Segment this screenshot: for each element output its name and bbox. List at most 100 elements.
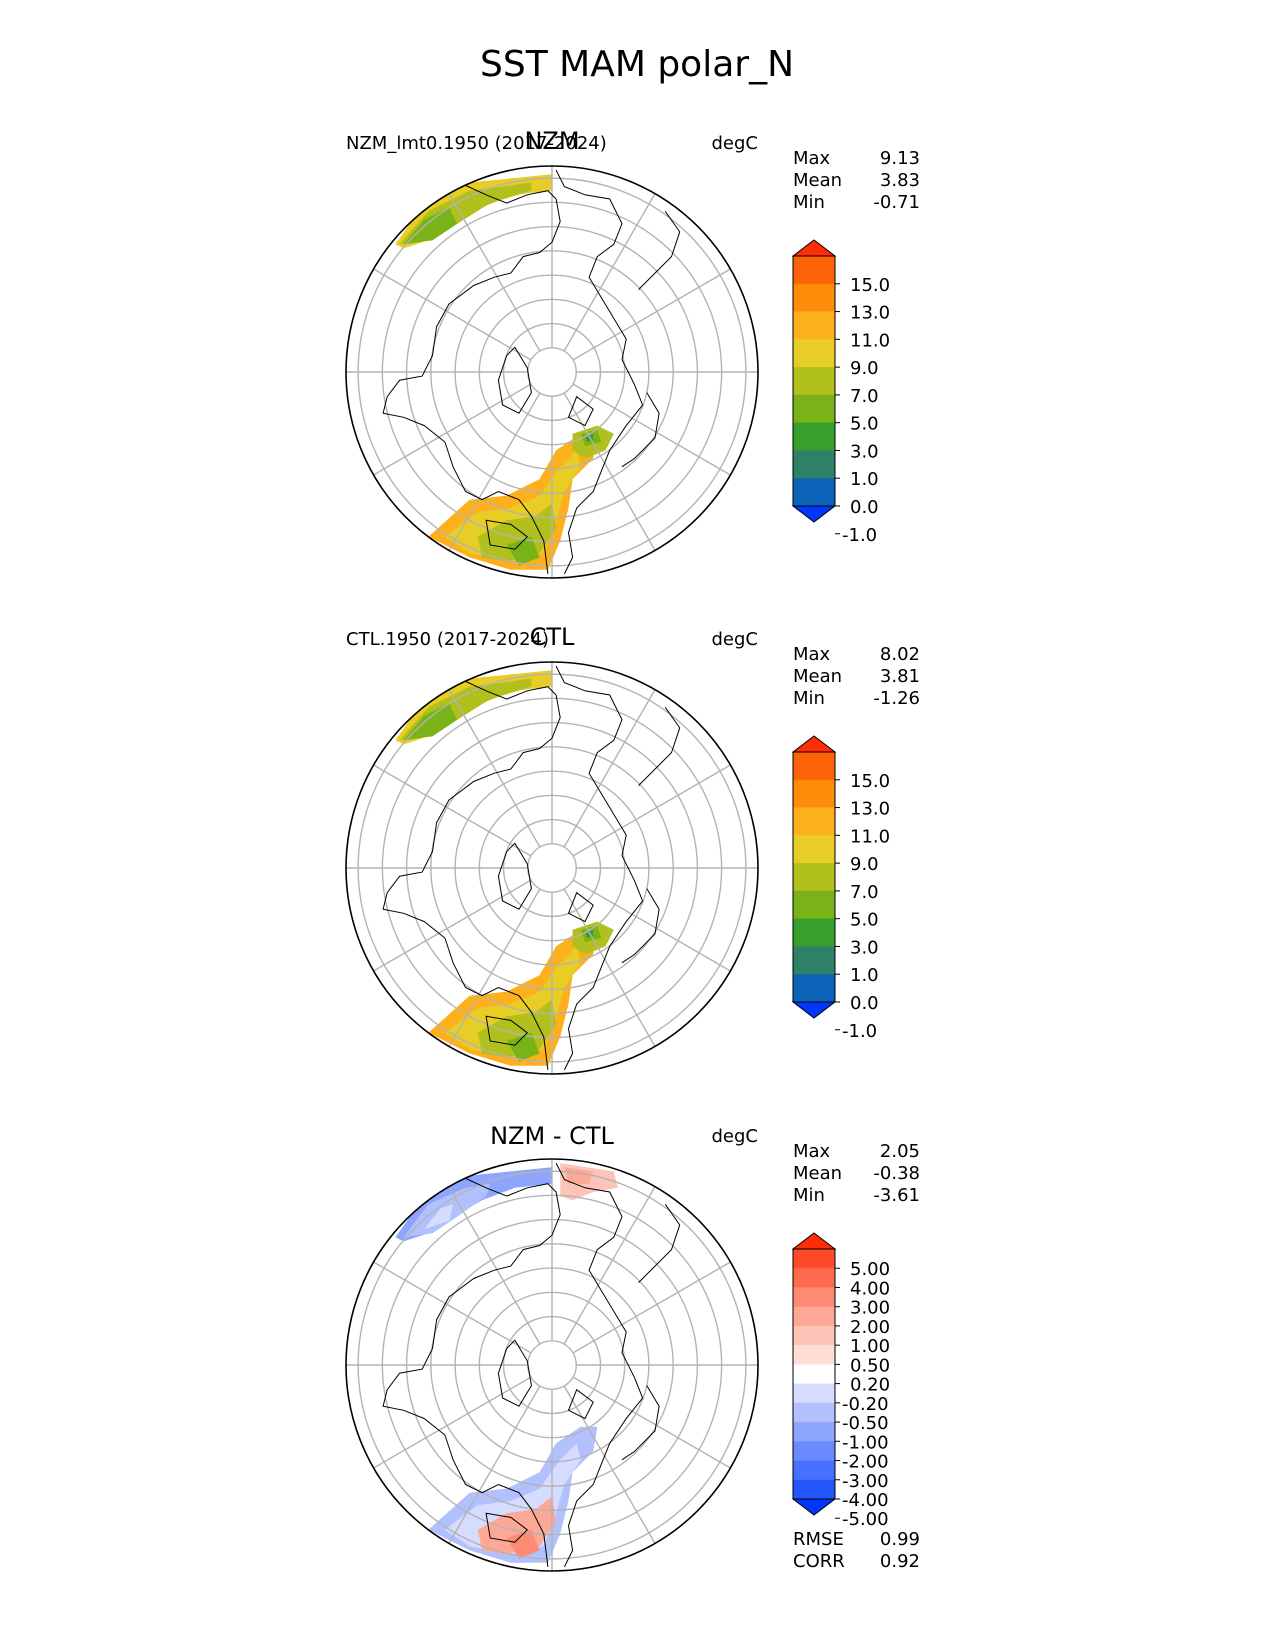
colorbar-tick-label: 7.0	[850, 386, 879, 407]
coastline	[567, 395, 594, 427]
data-region-north-pacific	[403, 703, 458, 741]
colorbar-segment	[793, 918, 835, 947]
longitude-line	[563, 889, 656, 1047]
coastline	[621, 888, 660, 964]
colorbar: 5.004.003.002.001.000.500.20-0.20-0.50-1…	[791, 1232, 890, 1530]
colorbar-tick-label: 4.00	[850, 1278, 890, 1299]
coastline	[567, 1388, 594, 1420]
longitude-line	[563, 1386, 656, 1544]
colorbar-tick-label: -2.00	[842, 1452, 889, 1473]
longitude-line	[563, 689, 656, 847]
stat-label: Max	[793, 148, 831, 169]
longitude-line	[373, 879, 531, 972]
colorbar-segment	[793, 1345, 835, 1365]
colorbar-segment	[793, 1325, 835, 1346]
colorbar: 15.0 13.0 11.0 9.0 7.0 5.0 3.0 1.0 0.0 -1.0	[791, 735, 890, 1042]
coastline	[485, 1015, 529, 1046]
longitude-line	[448, 193, 541, 351]
stat-value: -0.71	[873, 192, 920, 213]
longitude-line	[373, 764, 531, 857]
colorbar-segment	[793, 1441, 835, 1462]
panel-title: CTL	[530, 623, 575, 651]
stat-label: Min	[793, 192, 825, 213]
colorbar-tick-label: -1.0	[842, 525, 877, 546]
longitude-line	[373, 268, 531, 361]
stat-value: -3.61	[873, 1185, 920, 1206]
metric-value: 0.99	[880, 1529, 920, 1550]
longitude-line	[573, 1376, 731, 1469]
colorbar-extend-bottom	[791, 505, 837, 523]
colorbar-tick-label: 0.0	[850, 497, 879, 518]
colorbar-segment	[793, 1383, 835, 1404]
map-area	[346, 166, 758, 578]
longitude-line	[448, 393, 541, 551]
colorbar-extend-top	[791, 1232, 837, 1250]
data-region-north-pacific-west	[424, 1204, 454, 1229]
panel-title: NZM	[524, 127, 579, 155]
data-region-north-atlantic	[506, 1032, 540, 1062]
colorbar-segment	[793, 974, 835, 1003]
colorbar-segment	[793, 450, 835, 479]
colorbar-tick-label: 1.0	[850, 469, 879, 490]
colorbar-tick-label: -3.00	[842, 1471, 889, 1492]
colorbar-tick-label: 5.0	[850, 910, 879, 931]
coastline	[497, 1339, 532, 1407]
longitude-line	[373, 383, 531, 476]
colorbar-segment	[793, 1460, 835, 1481]
longitude-line	[448, 889, 541, 1047]
colorbar-tick-label: 2.00	[850, 1317, 890, 1338]
colorbar-tick-label: -0.50	[842, 1413, 889, 1434]
longitude-line	[573, 268, 731, 361]
colorbar-segment	[793, 1479, 835, 1500]
colorbar-tick-label: -1.00	[842, 1432, 889, 1453]
colorbar-segment	[793, 807, 835, 836]
colorbar-tick-label: 0.50	[850, 1355, 890, 1376]
longitude-line	[448, 689, 541, 847]
colorbar-tick-label: -1.0	[842, 1021, 877, 1042]
coastline	[382, 182, 561, 574]
map-area	[346, 662, 758, 1074]
longitude-line	[448, 1186, 541, 1344]
data-region-north-atlantic	[477, 999, 557, 1058]
colorbar-segment	[793, 394, 835, 424]
coastline	[555, 1162, 644, 1568]
colorbar-segment	[793, 863, 835, 892]
colorbar-tick-label: 9.0	[850, 358, 879, 379]
stat-label: Max	[793, 644, 831, 665]
colorbar-tick-label: 3.00	[850, 1298, 890, 1319]
coastline	[621, 392, 660, 468]
coastline	[638, 211, 681, 290]
colorbar-frame	[792, 255, 836, 507]
map-boundary	[345, 1158, 759, 1572]
stat-value: 9.13	[880, 148, 920, 169]
colorbar-extend-bottom	[791, 1498, 837, 1516]
colorbar-tick-label: 13.0	[850, 799, 890, 820]
colorbar-segment	[793, 1422, 835, 1442]
metric-label: CORR	[793, 1551, 845, 1572]
map-boundary	[345, 165, 759, 579]
coastline	[638, 1204, 681, 1283]
panel-units: degC	[712, 1126, 759, 1147]
longitude-line	[373, 1376, 531, 1469]
data-region-north-pacific-east	[564, 1167, 594, 1184]
colorbar-frame	[792, 1248, 836, 1500]
colorbar-segment	[793, 1249, 835, 1269]
coastline	[497, 842, 532, 910]
stat-label: Mean	[793, 170, 842, 191]
colorbar-tick-label: -5.00	[842, 1509, 889, 1530]
stat-label: Mean	[793, 666, 842, 687]
colorbar-segment	[793, 890, 835, 920]
longitude-line	[563, 1186, 656, 1344]
colorbar-tick-label: 11.0	[850, 330, 890, 351]
stat-value: -1.26	[873, 688, 920, 709]
colorbar-segment	[793, 1287, 835, 1308]
colorbar-tick-label: 0.20	[850, 1375, 890, 1396]
coastline	[382, 1175, 561, 1567]
colorbar-segment	[793, 367, 835, 396]
colorbar-extend-top	[791, 239, 837, 257]
colorbar-segment	[793, 1268, 835, 1288]
data-region-north-pacific	[403, 207, 458, 245]
